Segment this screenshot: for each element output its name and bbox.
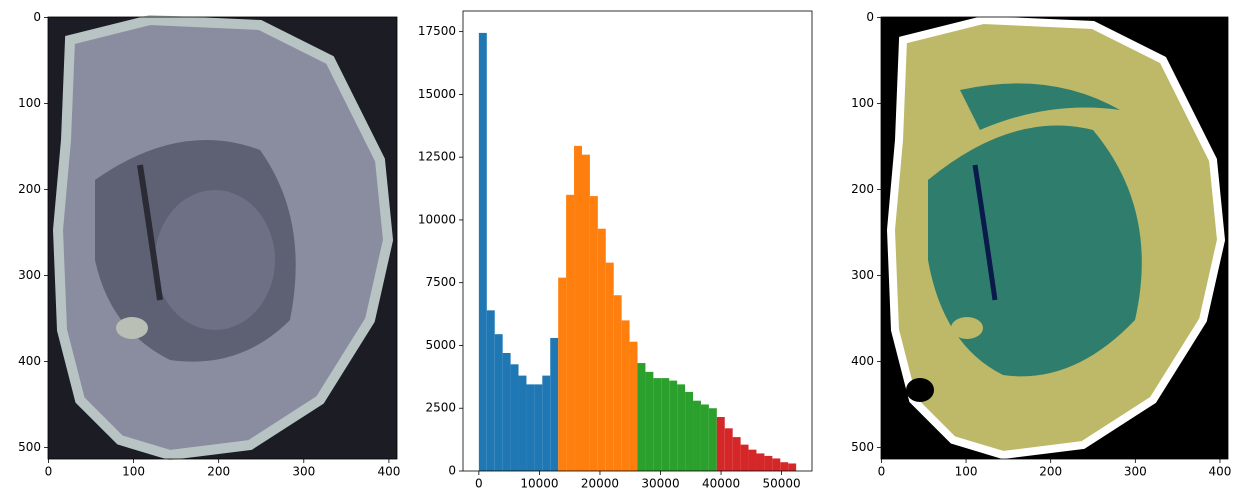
x-tick-label: 400 xyxy=(1209,465,1232,479)
y-tick-label: 12500 xyxy=(418,150,456,164)
bar xyxy=(645,371,654,471)
x-tick-label: 300 xyxy=(1124,465,1147,479)
bar xyxy=(780,462,789,471)
y-tick-label: 2500 xyxy=(425,401,456,415)
bar xyxy=(756,453,765,471)
y-tick-label: 17500 xyxy=(418,24,456,38)
bar xyxy=(788,463,797,471)
bar xyxy=(724,428,733,471)
grayscale-image xyxy=(48,14,397,461)
axes-frame xyxy=(462,10,813,472)
segmented-image xyxy=(881,15,1228,460)
bar xyxy=(597,228,606,471)
y-tick-label: 0 xyxy=(448,464,456,478)
bar xyxy=(748,449,757,471)
bar xyxy=(550,337,559,471)
bar xyxy=(708,408,717,471)
y-tick-label: 500 xyxy=(18,440,41,454)
bar xyxy=(574,145,582,471)
x-tick-label: 100 xyxy=(122,465,145,479)
x-tick-label: 0 xyxy=(878,465,886,479)
bar xyxy=(566,194,575,471)
y-tick-label: 100 xyxy=(851,96,874,110)
y-tick-label: 500 xyxy=(851,440,874,454)
x-tick-label: 30000 xyxy=(641,477,679,491)
bar xyxy=(772,458,781,471)
bar xyxy=(740,444,749,471)
y-tick-label: 200 xyxy=(18,182,41,196)
bar xyxy=(494,334,503,471)
bar xyxy=(534,384,543,471)
bar xyxy=(510,364,519,471)
y-tick-label: 10000 xyxy=(418,212,456,226)
bar xyxy=(581,154,590,471)
bar xyxy=(613,295,622,471)
bar xyxy=(518,375,527,471)
x-tick-label: 300 xyxy=(292,465,315,479)
x-tick-label: 20000 xyxy=(581,477,619,491)
bar xyxy=(605,262,614,471)
bar xyxy=(502,352,511,471)
bar xyxy=(669,380,678,471)
x-tick-label: 0 xyxy=(475,477,483,491)
y-tick-label: 300 xyxy=(851,268,874,282)
axes-frame xyxy=(47,16,398,460)
axes-frame xyxy=(880,16,1229,460)
bar xyxy=(558,277,567,471)
x-tick-label: 400 xyxy=(377,465,400,479)
bar xyxy=(653,378,662,471)
x-tick-label: 50000 xyxy=(763,477,801,491)
y-tick-label: 400 xyxy=(18,354,41,368)
bar xyxy=(693,400,701,471)
x-tick-label: 0 xyxy=(45,465,53,479)
bar xyxy=(685,391,694,471)
bar xyxy=(700,404,709,471)
bar xyxy=(526,384,535,471)
bar xyxy=(764,455,773,471)
y-tick-label: 300 xyxy=(18,268,41,282)
bar xyxy=(637,363,646,471)
y-tick-label: 200 xyxy=(851,182,874,196)
y-tick-label: 100 xyxy=(18,96,41,110)
y-tick-label: 7500 xyxy=(425,275,456,289)
bar xyxy=(732,437,741,471)
y-tick-label: 400 xyxy=(851,354,874,368)
bar xyxy=(486,310,495,471)
bar xyxy=(661,378,670,471)
x-tick-label: 10000 xyxy=(520,477,558,491)
y-tick-label: 0 xyxy=(33,10,41,24)
bar xyxy=(589,196,598,471)
bar xyxy=(629,341,638,471)
x-tick-label: 200 xyxy=(207,465,230,479)
x-tick-label: 40000 xyxy=(702,477,740,491)
bar xyxy=(621,320,630,471)
bar xyxy=(478,32,487,471)
bar xyxy=(677,384,686,471)
bar xyxy=(716,417,725,471)
y-tick-label: 15000 xyxy=(418,87,456,101)
x-tick-label: 100 xyxy=(955,465,978,479)
x-tick-label: 200 xyxy=(1039,465,1062,479)
bar xyxy=(542,375,551,471)
y-tick-label: 0 xyxy=(866,10,874,24)
y-tick-label: 5000 xyxy=(425,338,456,352)
